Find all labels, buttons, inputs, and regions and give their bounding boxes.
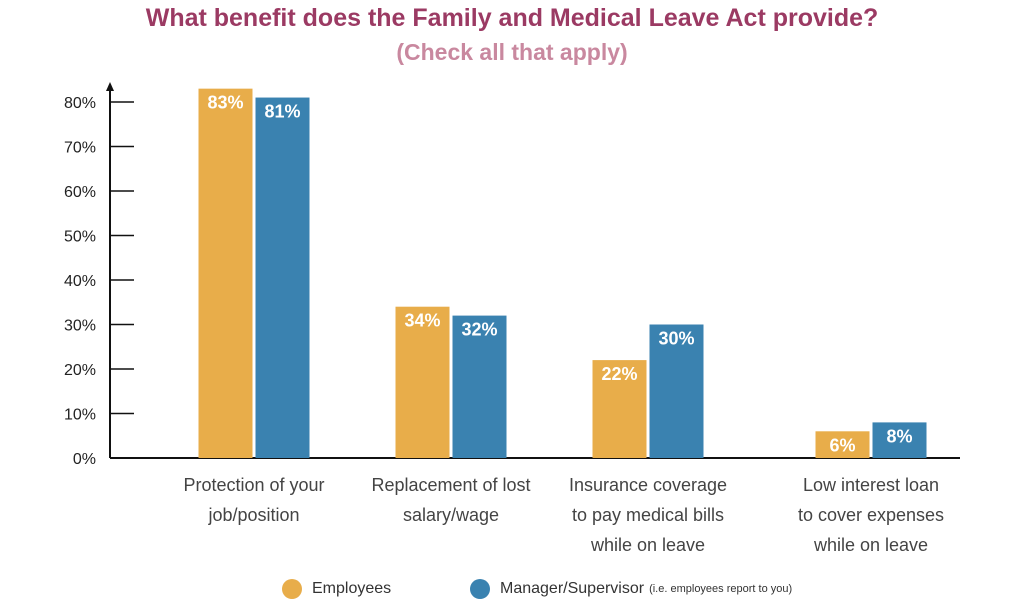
bar-employees bbox=[815, 431, 870, 458]
y-tick-label: 70% bbox=[64, 140, 96, 157]
data-label: 8% bbox=[886, 426, 912, 446]
employees-swatch bbox=[282, 579, 302, 599]
bar-manager bbox=[649, 324, 704, 458]
category-label: while on leave bbox=[590, 535, 705, 555]
category-label: salary/wage bbox=[403, 505, 499, 525]
chart-title: What benefit does the Family and Medical… bbox=[145, 4, 879, 32]
category-label: Replacement of lost bbox=[371, 475, 530, 495]
bar-employees bbox=[198, 88, 253, 459]
y-tick-label: 30% bbox=[64, 318, 96, 335]
legend-employees-label: Employees bbox=[312, 580, 392, 597]
bar-manager bbox=[872, 422, 927, 458]
y-tick-label: 40% bbox=[64, 273, 96, 290]
bar-employees bbox=[395, 306, 450, 458]
chart-subtitle: (Check all that apply) bbox=[396, 39, 628, 65]
category-label: Insurance coverage bbox=[569, 475, 727, 495]
category-label: job/position bbox=[207, 505, 299, 525]
bar-manager bbox=[452, 315, 507, 458]
data-label: 22% bbox=[601, 364, 637, 384]
bar-manager bbox=[255, 97, 310, 459]
category-label: to pay medical bills bbox=[572, 505, 724, 525]
category-label: Protection of your bbox=[183, 475, 324, 495]
y-tick-label: 60% bbox=[64, 184, 96, 201]
data-label: 34% bbox=[404, 311, 440, 331]
category-label: Low interest loan bbox=[803, 475, 939, 495]
legend-manager-label: Manager/Supervisor bbox=[500, 580, 645, 597]
manager-swatch bbox=[470, 579, 490, 599]
y-tick-label: 20% bbox=[64, 362, 96, 379]
legend-employees: Employees bbox=[282, 577, 391, 601]
category-label: while on leave bbox=[813, 535, 928, 555]
y-tick-label: 50% bbox=[64, 229, 96, 246]
category-label: to cover expenses bbox=[798, 505, 944, 525]
data-label: 83% bbox=[207, 93, 243, 113]
y-tick-label: 10% bbox=[64, 407, 96, 424]
data-label: 32% bbox=[461, 320, 497, 340]
data-label: 30% bbox=[658, 329, 694, 349]
legend-manager: Manager/Supervisor (i.e. employees repor… bbox=[470, 577, 792, 601]
data-label: 6% bbox=[829, 435, 855, 455]
bar-employees bbox=[592, 360, 647, 458]
y-axis-arrow bbox=[106, 82, 114, 91]
data-label: 81% bbox=[264, 102, 300, 122]
y-tick-label: 80% bbox=[64, 95, 96, 112]
legend-manager-note: (i.e. employees report to you) bbox=[649, 583, 793, 595]
y-tick-label: 0% bbox=[73, 451, 96, 468]
